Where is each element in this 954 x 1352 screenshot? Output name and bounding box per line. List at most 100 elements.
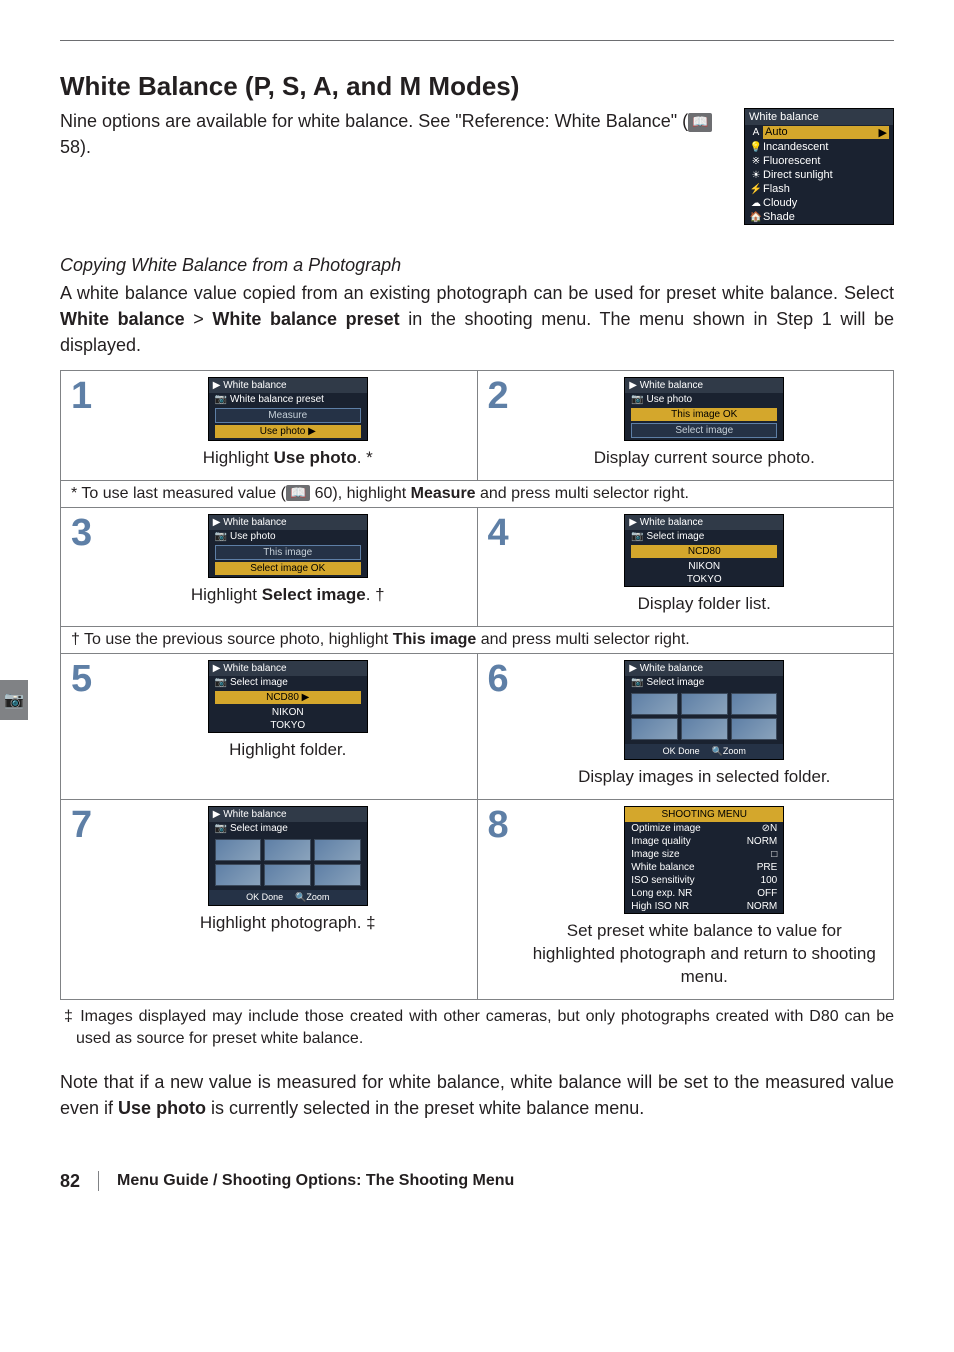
step-number: 1 bbox=[71, 377, 95, 415]
step-caption: Highlight Use photo. * bbox=[109, 447, 467, 470]
step-body: ▶ White balance📷 Select imageOK Done🔍Zoo… bbox=[526, 660, 884, 789]
lcd-option: Measure bbox=[215, 408, 361, 423]
lcd-row: White balance PRE bbox=[625, 861, 783, 874]
lcd-thumbnail bbox=[681, 718, 728, 740]
page-ref-icon: 📖 bbox=[688, 113, 712, 132]
lcd-footer-option: This image bbox=[215, 545, 361, 560]
step-number: 3 bbox=[71, 514, 95, 552]
lcd-footer-label: 🔍Zoom bbox=[712, 746, 746, 757]
menu-item-selected: Auto▶ bbox=[763, 126, 889, 139]
lcd-thumbnail bbox=[631, 693, 678, 715]
menu-item-label: Direct sunlight bbox=[763, 169, 833, 181]
lcd-title: ▶ White balance bbox=[209, 515, 367, 530]
menu-item-label: Auto bbox=[765, 126, 788, 139]
note-text: and press multi selector right. bbox=[476, 485, 689, 502]
lcd-row-value: OFF bbox=[757, 888, 777, 899]
menu-item: ※Fluorescent bbox=[745, 154, 893, 168]
step-cell: 1▶ White balance📷 White balance presetMe… bbox=[61, 371, 478, 481]
white-balance-menu-screenshot: White balance AAuto▶💡Incandescent※Fluore… bbox=[744, 108, 894, 225]
step-body: ▶ White balance📷 Use photoThis image OKS… bbox=[526, 377, 884, 470]
step-caption: Highlight photograph. ‡ bbox=[109, 912, 467, 935]
lcd-footer: OK Done 🔍Zoom bbox=[209, 890, 367, 905]
step-body: ▶ White balance📷 Select imageNCD80 ▶NIKO… bbox=[109, 660, 467, 762]
step-body: ▶ White balance📷 Select image OK Done 🔍Zoo… bbox=[109, 806, 467, 935]
step-number: 5 bbox=[71, 660, 95, 698]
menu-item-label: Cloudy bbox=[763, 197, 797, 209]
lcd-thumbnail bbox=[215, 839, 262, 861]
closing-text: is currently selected in the preset whit… bbox=[206, 1098, 644, 1118]
lcd-option: Use photo ▶ bbox=[215, 425, 361, 438]
lcd-thumbnail-grid bbox=[625, 689, 783, 744]
lcd-screenshot: ▶ White balance📷 Select image OK Done 🔍Zoo… bbox=[208, 806, 368, 906]
lcd-row: Image qualityNORM bbox=[625, 835, 783, 848]
note-text: † To use the previous source photo, high… bbox=[71, 631, 393, 648]
lcd-screenshot: SHOOTING MENUOptimize image⊘NImage quali… bbox=[624, 806, 784, 914]
step-note: * To use last measured value (📖 60), hig… bbox=[61, 481, 894, 508]
step-caption: Highlight folder. bbox=[109, 739, 467, 762]
side-tab: 📷 bbox=[0, 680, 28, 720]
lcd-row-value: 100 bbox=[761, 875, 778, 886]
para-bold: White balance bbox=[60, 309, 185, 329]
lcd-footer-label: 🔍Zoom bbox=[295, 892, 329, 903]
menu-item-icon: ☀ bbox=[749, 170, 763, 181]
section-subheading: Copying White Balance from a Photograph bbox=[60, 255, 894, 276]
lcd-screenshot: ▶ White balance📷 Select imageNCD80NIKONT… bbox=[624, 514, 784, 587]
para-chevron: > bbox=[185, 309, 213, 329]
step-cell: 7 ▶ White balance📷 Select image OK Done 🔍Zo… bbox=[61, 800, 478, 1000]
lcd-footer-label: OK Done bbox=[246, 892, 283, 903]
lcd-screenshot: ▶ White balance📷 Select imageNCD80 ▶NIKO… bbox=[208, 660, 368, 733]
lcd-row: ISO sensitivity100 bbox=[625, 874, 783, 887]
step-note: † To use the previous source photo, high… bbox=[61, 627, 894, 654]
intro-section: Nine options are available for white bal… bbox=[60, 108, 894, 225]
lcd-subtitle: 📷 Select image bbox=[209, 676, 367, 689]
lcd-title: ▶ White balance bbox=[209, 807, 367, 822]
page-title: White Balance (P, S, A, and M Modes) bbox=[60, 71, 894, 102]
menu-item: AAuto▶ bbox=[745, 125, 893, 140]
step-number: 7 bbox=[71, 806, 95, 844]
menu-item-icon: ☁ bbox=[749, 198, 763, 209]
closing-paragraph: Note that if a new value is measured for… bbox=[60, 1069, 894, 1121]
lcd-thumbnail bbox=[731, 718, 778, 740]
lcd-title: ▶ White balance bbox=[625, 378, 783, 393]
lcd-thumbnail-grid bbox=[209, 835, 367, 890]
para-bold: White balance preset bbox=[212, 309, 399, 329]
menu-item-label: Incandescent bbox=[763, 141, 828, 153]
caption-text: Highlight bbox=[191, 585, 262, 604]
lcd-row-label: White balance bbox=[631, 862, 694, 873]
page-footer: 82 Menu Guide / Shooting Options: The Sh… bbox=[60, 1171, 894, 1192]
lcd-subtitle: 📷 Select image bbox=[625, 676, 783, 689]
step-number: 8 bbox=[488, 806, 512, 844]
lcd-folder: NIKON bbox=[209, 706, 367, 719]
lcd-folder: TOKYO bbox=[625, 573, 783, 586]
closing-bold: Use photo bbox=[118, 1098, 206, 1118]
step-caption: Display images in selected folder. bbox=[526, 766, 884, 789]
lcd-row-label: Image size bbox=[631, 849, 679, 860]
menu-item: ☀Direct sunlight bbox=[745, 168, 893, 182]
footer-title: Menu Guide / Shooting Options: The Shoot… bbox=[117, 1172, 514, 1190]
menu-item-icon: A bbox=[749, 127, 763, 138]
lcd-row-value: PRE bbox=[757, 862, 778, 873]
page-number: 82 bbox=[60, 1171, 80, 1192]
caption-bold: Use photo bbox=[274, 448, 357, 467]
footer-divider bbox=[98, 1171, 99, 1191]
lcd-folder: TOKYO bbox=[209, 719, 367, 732]
menu-item-label: Fluorescent bbox=[763, 155, 820, 167]
lcd-folder: NCD80 ▶ bbox=[215, 691, 361, 704]
menu-title-text: White balance bbox=[749, 111, 819, 123]
step-body: SHOOTING MENUOptimize image⊘NImage quali… bbox=[526, 806, 884, 989]
lcd-row: Image size□ bbox=[625, 848, 783, 861]
intro-page-ref: 58). bbox=[60, 137, 91, 157]
lcd-row-value: NORM bbox=[747, 836, 778, 847]
step-caption: Display folder list. bbox=[526, 593, 884, 616]
steps-table: 1▶ White balance📷 White balance presetMe… bbox=[60, 370, 894, 1000]
lcd-thumbnail bbox=[215, 864, 262, 886]
page-ref-icon: 📖 bbox=[286, 485, 310, 501]
lcd-row-value: ⊘N bbox=[762, 823, 778, 834]
lcd-screenshot: ▶ White balance📷 Select imageOK Done🔍Zoo… bbox=[624, 660, 784, 760]
caption-text: . * bbox=[357, 448, 373, 467]
caption-text: . † bbox=[366, 585, 385, 604]
lcd-title: SHOOTING MENU bbox=[625, 807, 783, 822]
step-body: ▶ White balance📷 Use photoThis imageSele… bbox=[109, 514, 467, 607]
lcd-thumbnail bbox=[314, 864, 361, 886]
lcd-subtitle: 📷 Select image bbox=[209, 822, 367, 835]
